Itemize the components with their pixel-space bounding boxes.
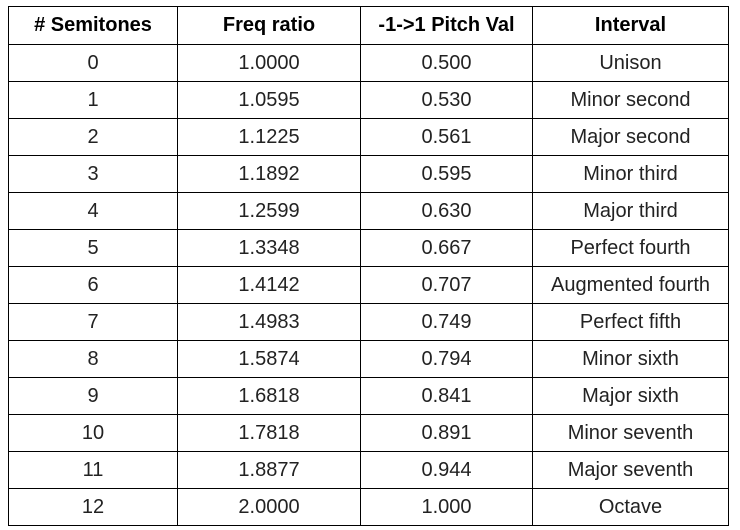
table-cell: Octave (532, 488, 729, 526)
header-row: # Semitones Freq ratio -1->1 Pitch Val Inte… (8, 6, 729, 45)
table-cell: 1.6818 (177, 377, 361, 415)
table-row: 6 1.4142 0.707 Augmented fourth (8, 266, 729, 304)
table-cell: 7 (8, 303, 178, 341)
header-cell: Freq ratio (177, 6, 361, 45)
table-cell: 1.3348 (177, 229, 361, 267)
table-cell: Unison (532, 44, 729, 82)
header-cell: # Semitones (8, 6, 178, 45)
table-cell: 4 (8, 192, 178, 230)
table-cell: 0.794 (360, 340, 533, 378)
table-cell: Major third (532, 192, 729, 230)
table-row: 1 1.0595 0.530 Minor second (8, 81, 729, 119)
table-cell: 1.0595 (177, 81, 361, 119)
table-cell: Minor sixth (532, 340, 729, 378)
table-cell: Major sixth (532, 377, 729, 415)
table-cell: Augmented fourth (532, 266, 729, 304)
table-cell: 0.561 (360, 118, 533, 156)
table-row: 0 1.0000 0.500 Unison (8, 44, 729, 82)
table-cell: 1.8877 (177, 451, 361, 489)
table-row: 7 1.4983 0.749 Perfect fifth (8, 303, 729, 341)
table-cell: Perfect fourth (532, 229, 729, 267)
table-row: 9 1.6818 0.841 Major sixth (8, 377, 729, 415)
table-cell: 1.4983 (177, 303, 361, 341)
table-cell: 0.841 (360, 377, 533, 415)
table-cell: 0.500 (360, 44, 533, 82)
table-cell: 1.7818 (177, 414, 361, 452)
table-cell: 1.1892 (177, 155, 361, 193)
table-row: 11 1.8877 0.944 Major seventh (8, 451, 729, 489)
table-cell: 1.5874 (177, 340, 361, 378)
table-cell: 5 (8, 229, 178, 267)
table-cell: Minor seventh (532, 414, 729, 452)
table-row: 2 1.1225 0.561 Major second (8, 118, 729, 156)
table-row: 8 1.5874 0.794 Minor sixth (8, 340, 729, 378)
table-cell: 2 (8, 118, 178, 156)
table-cell: Major second (532, 118, 729, 156)
table-cell: 8 (8, 340, 178, 378)
header-cell: Interval (532, 6, 729, 45)
table-cell: 10 (8, 414, 178, 452)
table-cell: 6 (8, 266, 178, 304)
table-cell: Minor second (532, 81, 729, 119)
table-cell: 1.1225 (177, 118, 361, 156)
table-cell: 0.667 (360, 229, 533, 267)
table-cell: 0.749 (360, 303, 533, 341)
table-cell: 1.4142 (177, 266, 361, 304)
table-cell: 0.944 (360, 451, 533, 489)
header-cell: -1->1 Pitch Val (360, 6, 533, 45)
table-cell: Perfect fifth (532, 303, 729, 341)
table-cell: Minor third (532, 155, 729, 193)
table-cell: 11 (8, 451, 178, 489)
table-cell: 0.707 (360, 266, 533, 304)
table-cell: 12 (8, 488, 178, 526)
table-cell: Major seventh (532, 451, 729, 489)
table-cell: 1.2599 (177, 192, 361, 230)
table-cell: 0.595 (360, 155, 533, 193)
table-cell: 0.891 (360, 414, 533, 452)
table-body: 0 1.0000 0.500 Unison 1 1.0595 0.530 Minor seco… (8, 44, 729, 526)
table-row: 5 1.3348 0.667 Perfect fourth (8, 229, 729, 267)
table-cell: 3 (8, 155, 178, 193)
table-cell: 9 (8, 377, 178, 415)
table-row: 12 2.0000 1.000 Octave (8, 488, 729, 526)
table-cell: 2.0000 (177, 488, 361, 526)
table-row: 3 1.1892 0.595 Minor third (8, 155, 729, 193)
table-cell: 0.530 (360, 81, 533, 119)
table-cell: 0.630 (360, 192, 533, 230)
data-table: # Semitones Freq ratio -1->1 Pitch Val Inte… (8, 6, 729, 526)
table-cell: 1.0000 (177, 44, 361, 82)
table-cell: 1 (8, 81, 178, 119)
table-row: 10 1.7818 0.891 Minor seventh (8, 414, 729, 452)
table-row: 4 1.2599 0.630 Major third (8, 192, 729, 230)
table-cell: 0 (8, 44, 178, 82)
table-cell: 1.000 (360, 488, 533, 526)
